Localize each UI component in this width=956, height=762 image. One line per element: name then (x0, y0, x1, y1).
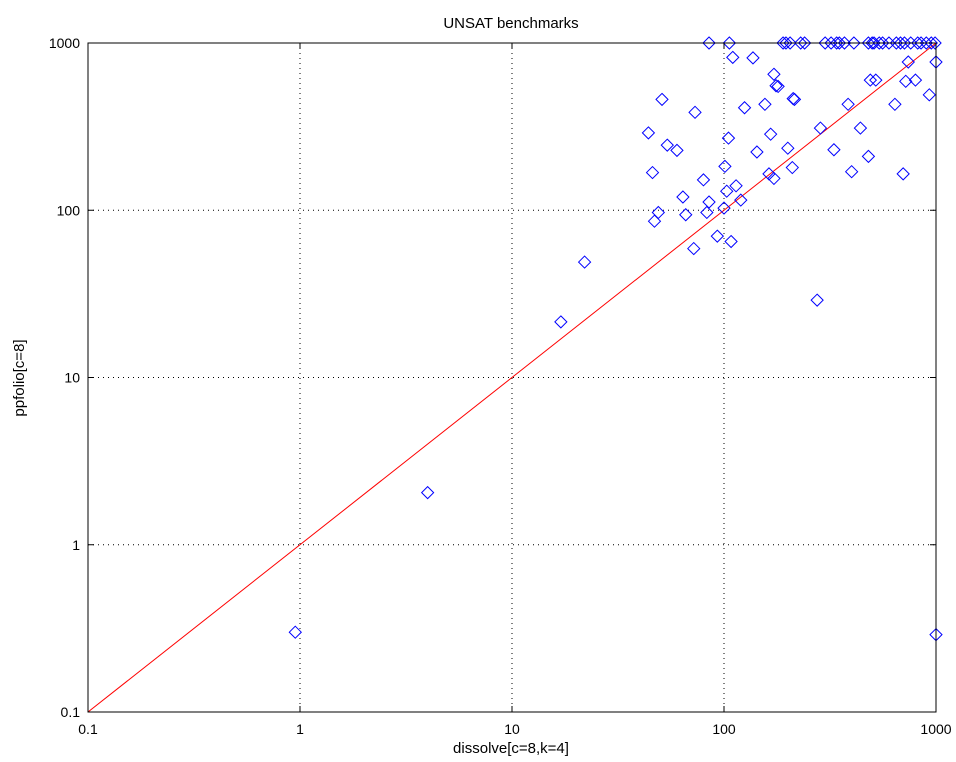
data-point (737, 101, 752, 115)
chart-title: UNSAT benchmarks (443, 15, 578, 32)
data-point (875, 36, 890, 50)
data-point (645, 165, 660, 180)
data-point (893, 36, 908, 50)
data-point (818, 36, 832, 50)
data-point (861, 36, 876, 50)
data-point (844, 165, 859, 179)
data-point (827, 143, 841, 157)
x-tick-label: 0.1 (78, 721, 98, 737)
y-axis-label: ppfolio[c=8] (11, 339, 28, 416)
y-tick-label: 1 (72, 537, 80, 553)
reference-line (87, 42, 937, 713)
data-point (641, 126, 656, 140)
data-point (908, 73, 923, 87)
data-point (837, 36, 852, 50)
data-point (655, 92, 669, 107)
data-point (899, 74, 913, 89)
data-point (647, 214, 662, 228)
data-point (771, 79, 785, 94)
data-point (763, 127, 778, 141)
axis-ticks: 0.1 1 10 100 1000 0.1 1 10 100 1000 (49, 35, 952, 737)
data-point (702, 195, 716, 209)
data-point (717, 201, 731, 215)
data-point (841, 97, 855, 112)
data-point (787, 92, 802, 107)
data-point (783, 36, 797, 50)
data-point (928, 36, 942, 50)
x-tick-label: 100 (712, 721, 736, 737)
data-point (847, 36, 861, 50)
data-point (901, 55, 915, 69)
x-tick-label: 1 (296, 721, 304, 737)
y-tick-label: 100 (57, 202, 81, 218)
data-point (767, 171, 781, 186)
data-point (865, 36, 879, 50)
data-point (861, 149, 876, 164)
reference-line-layer (87, 42, 937, 713)
data-point (710, 229, 725, 243)
x-tick-label: 1000 (920, 721, 951, 737)
data-point (750, 145, 764, 159)
data-point (863, 73, 878, 87)
data-point (721, 131, 736, 145)
data-point (696, 173, 711, 187)
data-point (897, 36, 912, 50)
data-point (729, 179, 743, 193)
data-point (554, 315, 568, 329)
data-point (700, 205, 714, 220)
data-point (726, 50, 740, 65)
data-point (687, 241, 701, 256)
data-point (853, 121, 868, 135)
x-tick-label: 10 (504, 721, 520, 737)
data-point (914, 36, 928, 50)
data-point (679, 208, 693, 222)
y-tick-label: 10 (64, 370, 80, 386)
data-point (722, 36, 737, 50)
data-point (688, 105, 702, 120)
data-point (779, 36, 793, 50)
data-point (670, 143, 684, 158)
data-point (746, 51, 760, 65)
data-point (702, 36, 716, 50)
data-point (651, 205, 666, 220)
x-axis-label: dissolve[c=8,k=4] (453, 740, 569, 757)
data-point (734, 193, 748, 207)
data-point (896, 167, 910, 181)
data-point (758, 97, 772, 112)
data-point (781, 141, 795, 155)
data-point (869, 73, 883, 87)
data-point (767, 67, 781, 81)
data-point (776, 36, 790, 50)
data-point (872, 36, 886, 50)
data-point (676, 190, 690, 204)
data-point (420, 485, 435, 500)
data-point (720, 184, 734, 198)
data-point (577, 255, 592, 269)
data-point (288, 625, 302, 639)
data-point (724, 234, 738, 249)
data-point (793, 36, 808, 50)
data-point (922, 88, 937, 102)
data-point (785, 160, 800, 175)
y-tick-label: 0.1 (61, 704, 81, 720)
data-point (924, 36, 938, 50)
data-point (813, 121, 828, 135)
data-point (797, 36, 812, 50)
data-point (919, 36, 934, 50)
data-point (810, 293, 824, 307)
data-point (718, 159, 732, 174)
data-point (769, 79, 783, 93)
data-points (288, 36, 943, 642)
data-point (904, 36, 918, 50)
data-point (832, 36, 847, 50)
data-point (888, 97, 902, 112)
y-tick-label: 1000 (49, 35, 80, 51)
data-point (660, 138, 674, 152)
